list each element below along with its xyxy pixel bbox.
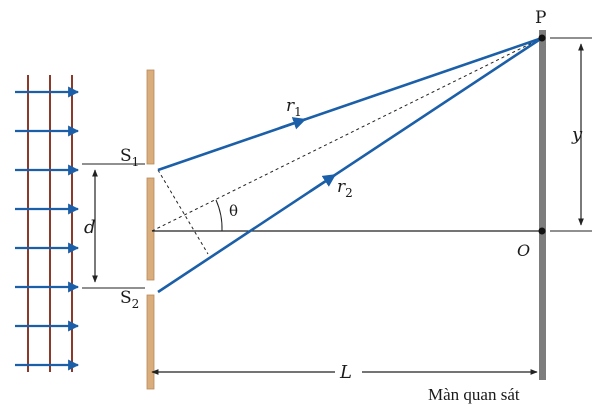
- point-p-label: P: [535, 8, 546, 28]
- ray-r1-label: r1: [286, 96, 302, 119]
- ray-r2: [157, 36, 543, 294]
- theta-arc: [215, 199, 223, 232]
- ray-r2-label: r2: [337, 177, 353, 200]
- barrier-middle: [146, 177, 155, 281]
- screen-caption: Màn quan sát: [428, 385, 520, 404]
- slit-2-label: S2: [120, 288, 139, 311]
- distance-label: L: [339, 362, 352, 383]
- theta-label: θ: [229, 202, 238, 220]
- incident-light-arrows: [15, 86, 80, 371]
- point-p-dot: [538, 34, 546, 42]
- ray-r1-arrow: [279, 117, 307, 130]
- ray-r2-arrow: [309, 173, 337, 193]
- wavefront-lines: [27, 75, 73, 372]
- slit-1-label: S1: [120, 146, 139, 169]
- center-to-p-dashed-line: [151, 37, 543, 232]
- ray-r1: [157, 36, 543, 172]
- height-label: y: [571, 124, 583, 145]
- origin-label: O: [517, 241, 530, 260]
- barrier-top: [146, 69, 155, 165]
- slit-separation-label: d: [84, 217, 96, 238]
- point-o-dot: [538, 227, 546, 235]
- slit-marker-lines: [82, 163, 145, 289]
- slit-barrier: [146, 69, 155, 390]
- barrier-bottom: [146, 294, 155, 390]
- observation-screen: [539, 30, 546, 380]
- height-dimension: [550, 37, 592, 232]
- path-difference-dashed-line: [157, 169, 209, 255]
